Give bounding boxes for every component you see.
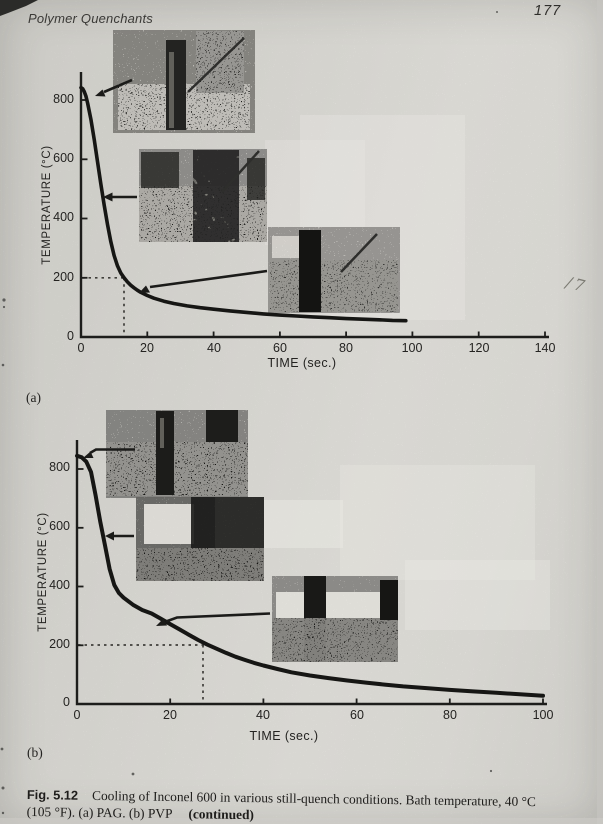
axes xyxy=(79,72,549,339)
x-tick-label: 80 xyxy=(443,708,457,722)
y-tick-label: 600 xyxy=(53,151,74,165)
stage-arrows-a xyxy=(95,78,268,293)
x-tick-label: 0 xyxy=(77,341,85,355)
probe-support-wire xyxy=(221,150,260,193)
chart-a-x-axis-label: TIME (sec.) xyxy=(267,356,337,370)
scan-bottom-edge xyxy=(0,818,603,824)
x-tick-label: 100 xyxy=(532,708,554,722)
y-tick-label: 200 xyxy=(49,637,70,651)
y-tick-label: 0 xyxy=(63,695,70,709)
running-header: Polymer Quenchants xyxy=(28,11,153,26)
x-tick-label: 40 xyxy=(207,341,221,355)
y-tick-label: 800 xyxy=(53,92,74,106)
scan-wash xyxy=(340,465,535,580)
x-tick-label: 40 xyxy=(256,708,270,722)
inset-photo-vapor-blanket-a xyxy=(113,30,255,133)
caption-text-2: (105 °F). (a) PAG. (b) PVP xyxy=(26,804,173,822)
x-tick-label: 0 xyxy=(73,708,81,722)
inset-photo-convection-a xyxy=(268,227,400,313)
scan-wash xyxy=(263,500,343,548)
x-tick-label: 100 xyxy=(401,341,423,355)
panel-label-b: (b) xyxy=(27,745,43,760)
chart-b xyxy=(75,410,550,706)
y-tick-label: 400 xyxy=(53,210,74,224)
inset-photo-boiling-b xyxy=(136,497,264,581)
scan-edge-specks xyxy=(0,11,498,815)
inset-photo-convection-b xyxy=(272,576,398,662)
x-tick-label: 80 xyxy=(339,341,353,355)
cooling-curve-pag xyxy=(79,85,408,323)
x-tick-label: 60 xyxy=(350,708,364,722)
cooling-curve-pvp xyxy=(75,453,545,698)
probe-support-wire xyxy=(187,37,245,93)
x-tick-label: 140 xyxy=(534,341,556,355)
x-tick-label: 60 xyxy=(273,341,287,355)
y-tick-label: 600 xyxy=(49,519,70,533)
scan-right-edge xyxy=(597,0,603,824)
x-ticks xyxy=(169,698,544,704)
caption-fig-label: Fig. 5.12 xyxy=(26,786,79,803)
chart-a xyxy=(79,30,549,339)
inset-photo-vapor-blanket-b xyxy=(106,410,248,498)
stage-arrows-b xyxy=(83,448,271,626)
bubble-cluster xyxy=(193,150,239,242)
figure-caption: Fig. 5.12 Cooling of Inconel 600 in vario… xyxy=(27,786,572,824)
chart-b-x-axis-label: TIME (sec.) xyxy=(249,729,319,743)
y-tick-label: 400 xyxy=(49,578,70,592)
y-tick-label: 800 xyxy=(49,460,70,474)
x-tick-label: 20 xyxy=(140,341,154,355)
x-tick-label: 120 xyxy=(468,341,490,355)
panel-label-a: (a) xyxy=(26,390,41,405)
inset-photo-boiling-a xyxy=(139,149,267,242)
y-tick-label: 0 xyxy=(67,329,74,343)
scan-wash xyxy=(405,560,550,630)
x-tick-label: 20 xyxy=(163,708,177,722)
y-ticks xyxy=(77,468,84,647)
probe-support-wire xyxy=(340,233,378,273)
caption-continued: (continued) xyxy=(188,806,255,823)
x-ticks xyxy=(146,331,546,337)
scan-corner-shadow xyxy=(0,0,38,16)
page-number: 177 xyxy=(534,3,562,19)
y-tick-label: 200 xyxy=(53,270,74,284)
